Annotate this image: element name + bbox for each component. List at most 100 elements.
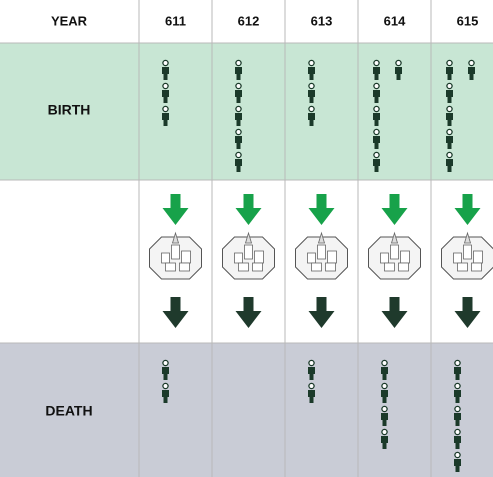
person-body xyxy=(162,90,169,103)
person-head xyxy=(381,382,388,390)
person-body xyxy=(454,436,461,449)
city-building xyxy=(165,262,176,272)
person-head xyxy=(373,151,380,159)
person-body xyxy=(373,67,380,80)
city-building xyxy=(463,244,472,260)
death-row xyxy=(0,343,493,477)
person-body xyxy=(162,390,169,403)
person-head xyxy=(381,359,388,367)
person-head xyxy=(446,151,453,159)
arrow xyxy=(454,297,481,328)
person-body xyxy=(235,136,242,149)
year-label: 613 xyxy=(311,13,333,28)
arrow xyxy=(235,194,262,225)
city-building xyxy=(317,244,326,260)
person-icons xyxy=(162,59,169,126)
birth-row xyxy=(0,43,493,180)
person-body xyxy=(162,367,169,380)
city-icon xyxy=(222,231,275,280)
person-icons xyxy=(446,59,475,172)
person-icons xyxy=(162,359,169,403)
city-building xyxy=(254,250,264,264)
person-body xyxy=(454,390,461,403)
person-body xyxy=(373,159,380,172)
person-head xyxy=(162,82,169,90)
year-header: YEAR xyxy=(51,13,88,28)
arrow xyxy=(162,297,189,328)
city-building xyxy=(238,262,249,272)
year-label: 614 xyxy=(384,13,406,28)
person-head xyxy=(373,59,380,67)
city-building xyxy=(244,244,253,260)
person-body xyxy=(235,159,242,172)
person-body xyxy=(381,390,388,403)
person-body xyxy=(235,90,242,103)
person-body xyxy=(162,67,169,80)
person-body xyxy=(446,90,453,103)
person-icons xyxy=(308,59,315,126)
city-building xyxy=(307,252,316,264)
city-building xyxy=(384,262,395,272)
city-spire xyxy=(317,231,326,244)
person-body xyxy=(446,159,453,172)
city-icon xyxy=(295,231,348,280)
person-head xyxy=(468,59,475,67)
city-building xyxy=(234,252,243,264)
city-building xyxy=(179,262,190,272)
person-head xyxy=(373,105,380,113)
header-row xyxy=(0,0,493,43)
city-building xyxy=(171,244,180,260)
person-body xyxy=(381,436,388,449)
city-building xyxy=(457,262,468,272)
city-spire xyxy=(463,231,472,244)
person-body xyxy=(381,413,388,426)
city-building xyxy=(252,262,263,272)
arrow xyxy=(235,297,262,328)
person-body xyxy=(308,367,315,380)
city-icon xyxy=(368,231,421,280)
person-head xyxy=(446,105,453,113)
person-icons xyxy=(308,359,315,403)
person-body xyxy=(308,67,315,80)
death-label: DEATH xyxy=(45,403,92,419)
person-head xyxy=(162,105,169,113)
person-body xyxy=(381,367,388,380)
person-head xyxy=(162,359,169,367)
person-head xyxy=(381,428,388,436)
person-body xyxy=(162,113,169,126)
city-building xyxy=(181,250,191,264)
person-body xyxy=(446,67,453,80)
person-head xyxy=(381,405,388,413)
person-head xyxy=(446,128,453,136)
person-body xyxy=(446,113,453,126)
person-head xyxy=(235,128,242,136)
person-head xyxy=(446,59,453,67)
person-head xyxy=(162,59,169,67)
person-body xyxy=(373,113,380,126)
person-body xyxy=(308,90,315,103)
person-head xyxy=(235,59,242,67)
person-head xyxy=(235,151,242,159)
person-head xyxy=(308,382,315,390)
person-icons xyxy=(235,59,242,172)
person-body xyxy=(468,67,475,80)
city-building xyxy=(380,252,389,264)
person-head xyxy=(235,82,242,90)
city-spire xyxy=(390,231,399,244)
arrow xyxy=(308,297,335,328)
city-building xyxy=(311,262,322,272)
arrow xyxy=(308,194,335,225)
city-building xyxy=(327,250,337,264)
person-head xyxy=(395,59,402,67)
arrow xyxy=(162,194,189,225)
person-head xyxy=(308,359,315,367)
person-head xyxy=(308,82,315,90)
year-label: 615 xyxy=(457,13,479,28)
person-head xyxy=(454,382,461,390)
person-body xyxy=(395,67,402,80)
arrow xyxy=(381,297,408,328)
city-building xyxy=(400,250,410,264)
person-body xyxy=(454,413,461,426)
person-head xyxy=(454,428,461,436)
